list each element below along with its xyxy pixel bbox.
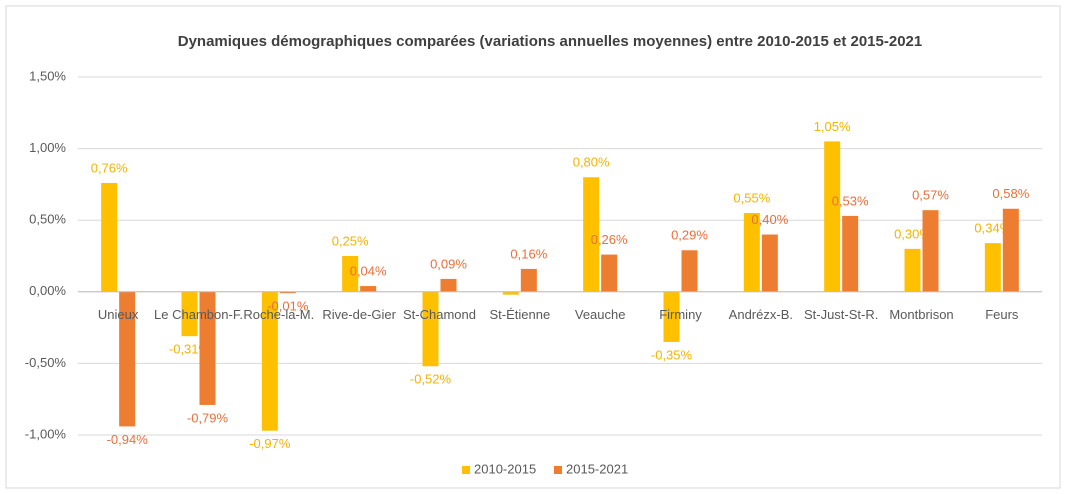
bar bbox=[984, 243, 1001, 292]
data-label: 0,53% bbox=[832, 193, 869, 208]
bar bbox=[842, 215, 859, 292]
data-label: -0,79% bbox=[187, 410, 229, 425]
y-tick-label: 0,00% bbox=[29, 283, 66, 298]
x-tick-label: Le Chambon-F. bbox=[154, 307, 243, 322]
bar bbox=[583, 177, 600, 292]
chart-frame bbox=[5, 5, 1061, 489]
bar bbox=[824, 141, 841, 292]
bar bbox=[261, 291, 278, 431]
data-label: 0,55% bbox=[733, 190, 770, 205]
data-label: 0,16% bbox=[510, 246, 547, 261]
x-tick-label: Feurs bbox=[985, 307, 1019, 322]
bar bbox=[181, 291, 198, 337]
data-label: 0,09% bbox=[430, 256, 467, 271]
x-tick-label: St-Chamond bbox=[403, 307, 476, 322]
bar bbox=[101, 182, 118, 292]
data-label: 0,40% bbox=[751, 212, 788, 227]
data-label: 0,04% bbox=[350, 264, 387, 279]
bar bbox=[904, 248, 921, 292]
data-label: 0,30% bbox=[894, 226, 931, 241]
bar bbox=[199, 291, 216, 405]
x-tick-label: Veauche bbox=[575, 307, 626, 322]
y-tick-label: 0,50% bbox=[29, 212, 66, 227]
chart-title: Dynamiques démographiques comparées (var… bbox=[178, 33, 923, 50]
bar bbox=[1002, 208, 1019, 292]
bar bbox=[279, 291, 296, 294]
data-label: -0,01% bbox=[267, 299, 309, 314]
data-label: 0,25% bbox=[332, 233, 369, 248]
legend-swatch bbox=[462, 466, 470, 474]
bar bbox=[342, 256, 359, 292]
data-label: 0,57% bbox=[912, 188, 949, 203]
x-tick-label: Unieux bbox=[98, 307, 139, 322]
bar bbox=[681, 250, 698, 292]
data-label: 0,29% bbox=[671, 228, 708, 243]
bar bbox=[360, 286, 377, 292]
y-tick-label: -0,50% bbox=[25, 355, 67, 370]
x-tick-label: St-Just-St-R. bbox=[804, 307, 878, 322]
data-label: 0,80% bbox=[573, 155, 610, 170]
bar bbox=[502, 291, 519, 295]
data-label: -0,35% bbox=[651, 347, 693, 362]
bar bbox=[422, 291, 439, 367]
x-tick-label: Rive-de-Gier bbox=[322, 307, 396, 322]
x-tick-label: Firminy bbox=[659, 307, 702, 322]
x-tick-label: Andrézx-B. bbox=[729, 307, 793, 322]
y-tick-label: 1,50% bbox=[29, 68, 66, 83]
bar bbox=[743, 213, 760, 292]
data-label: -0,97% bbox=[249, 436, 291, 451]
data-label: -0,94% bbox=[107, 432, 149, 447]
bar bbox=[440, 278, 457, 292]
x-tick-label: Montbrison bbox=[889, 307, 953, 322]
bar bbox=[601, 254, 618, 292]
bar bbox=[922, 210, 939, 292]
bar bbox=[119, 291, 136, 427]
legend-label: 2010-2015 bbox=[474, 461, 536, 476]
legend-label: 2015-2021 bbox=[566, 461, 628, 476]
data-label: 0,26% bbox=[591, 232, 628, 247]
bar bbox=[663, 291, 680, 342]
bar bbox=[761, 234, 778, 292]
x-tick-label: St-Étienne bbox=[489, 307, 550, 322]
y-tick-label: 1,00% bbox=[29, 140, 66, 155]
y-tick-label: -1,00% bbox=[25, 426, 67, 441]
data-label: -0,52% bbox=[410, 372, 452, 387]
data-label: 0,58% bbox=[992, 186, 1029, 201]
legend-swatch bbox=[554, 466, 562, 474]
bar bbox=[520, 268, 537, 292]
x-tick-label: Roche-la-M. bbox=[243, 307, 314, 322]
data-label: 0,76% bbox=[91, 160, 128, 175]
data-label: 0,34% bbox=[974, 221, 1011, 236]
data-label: 1,05% bbox=[814, 119, 851, 134]
